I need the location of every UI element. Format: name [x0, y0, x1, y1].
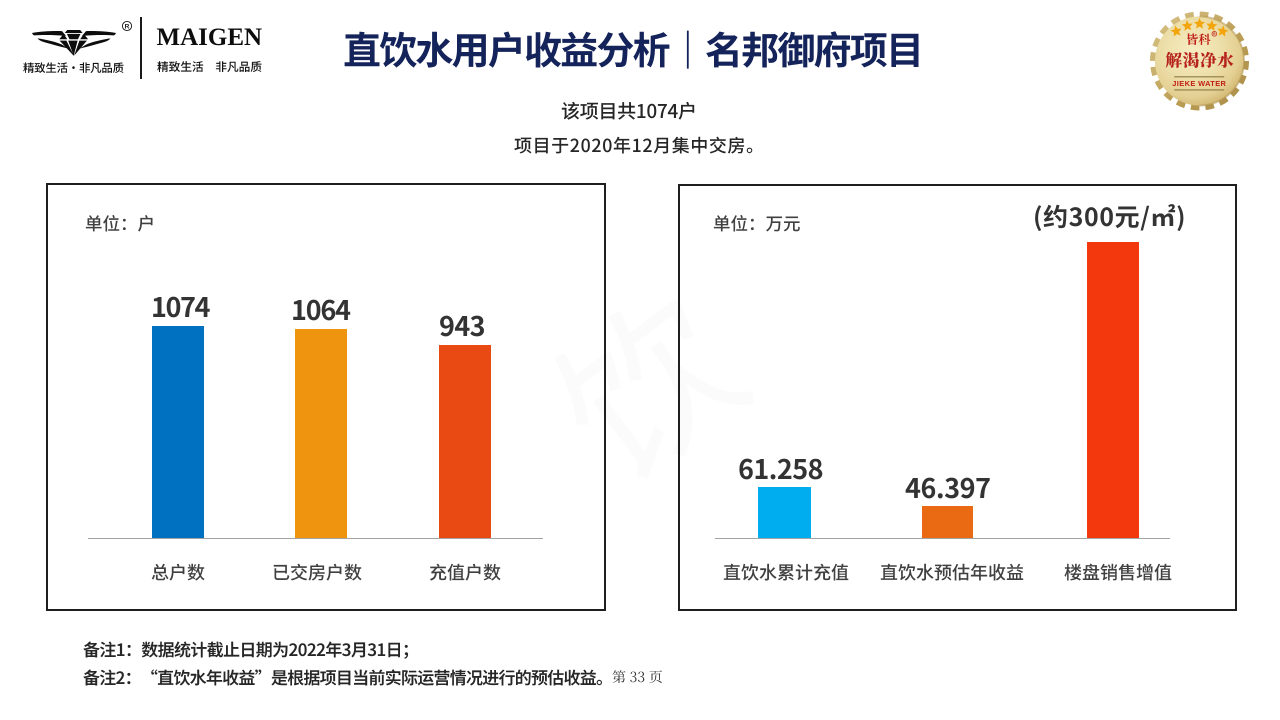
svg-text:R: R: [1213, 32, 1216, 36]
svg-text:R: R: [125, 23, 130, 30]
svg-text:JIEKE WATER: JIEKE WATER: [1172, 79, 1226, 88]
